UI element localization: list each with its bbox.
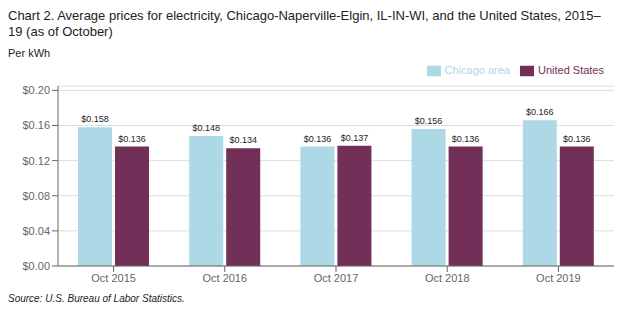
svg-text:$0.08: $0.08 <box>22 190 50 202</box>
svg-text:$0.136: $0.136 <box>452 134 480 144</box>
html-text:Chicago area: Chicago area <box>444 64 510 76</box>
svg-text:$0.137: $0.137 <box>341 133 369 143</box>
html-text:Chart 2. Average prices for el: Chart 2. Average prices for electricity,… <box>8 8 601 39</box>
svg-text:$0.20: $0.20 <box>22 84 50 96</box>
svg-text:Oct 2019: Oct 2019 <box>536 272 581 284</box>
html-text:Per kWh: Per kWh <box>8 47 51 59</box>
svg-text:$0.12: $0.12 <box>22 155 50 167</box>
svg-text:$0.00: $0.00 <box>22 260 50 272</box>
svg-text:$0.166: $0.166 <box>526 107 554 117</box>
svg-text:$0.04: $0.04 <box>22 225 50 237</box>
svg-text:$0.158: $0.158 <box>81 114 109 124</box>
svg-text:$0.156: $0.156 <box>415 116 443 126</box>
svg-text:$0.136: $0.136 <box>563 134 591 144</box>
svg-text:Oct 2017: Oct 2017 <box>314 272 359 284</box>
svg-text:$0.134: $0.134 <box>229 135 257 145</box>
html-text:United States: United States <box>538 64 604 76</box>
svg-text:Oct 2018: Oct 2018 <box>425 272 470 284</box>
svg-text:$0.136: $0.136 <box>304 134 332 144</box>
svg-text:$0.148: $0.148 <box>192 123 220 133</box>
svg-text:Oct 2016: Oct 2016 <box>202 272 247 284</box>
svg-text:$0.136: $0.136 <box>118 134 146 144</box>
svg-text:$0.16: $0.16 <box>22 119 50 131</box>
svg-text:Oct 2015: Oct 2015 <box>91 272 136 284</box>
html-text:Source: U.S. Bureau of Labor S: Source: U.S. Bureau of Labor Statistics. <box>8 293 185 304</box>
